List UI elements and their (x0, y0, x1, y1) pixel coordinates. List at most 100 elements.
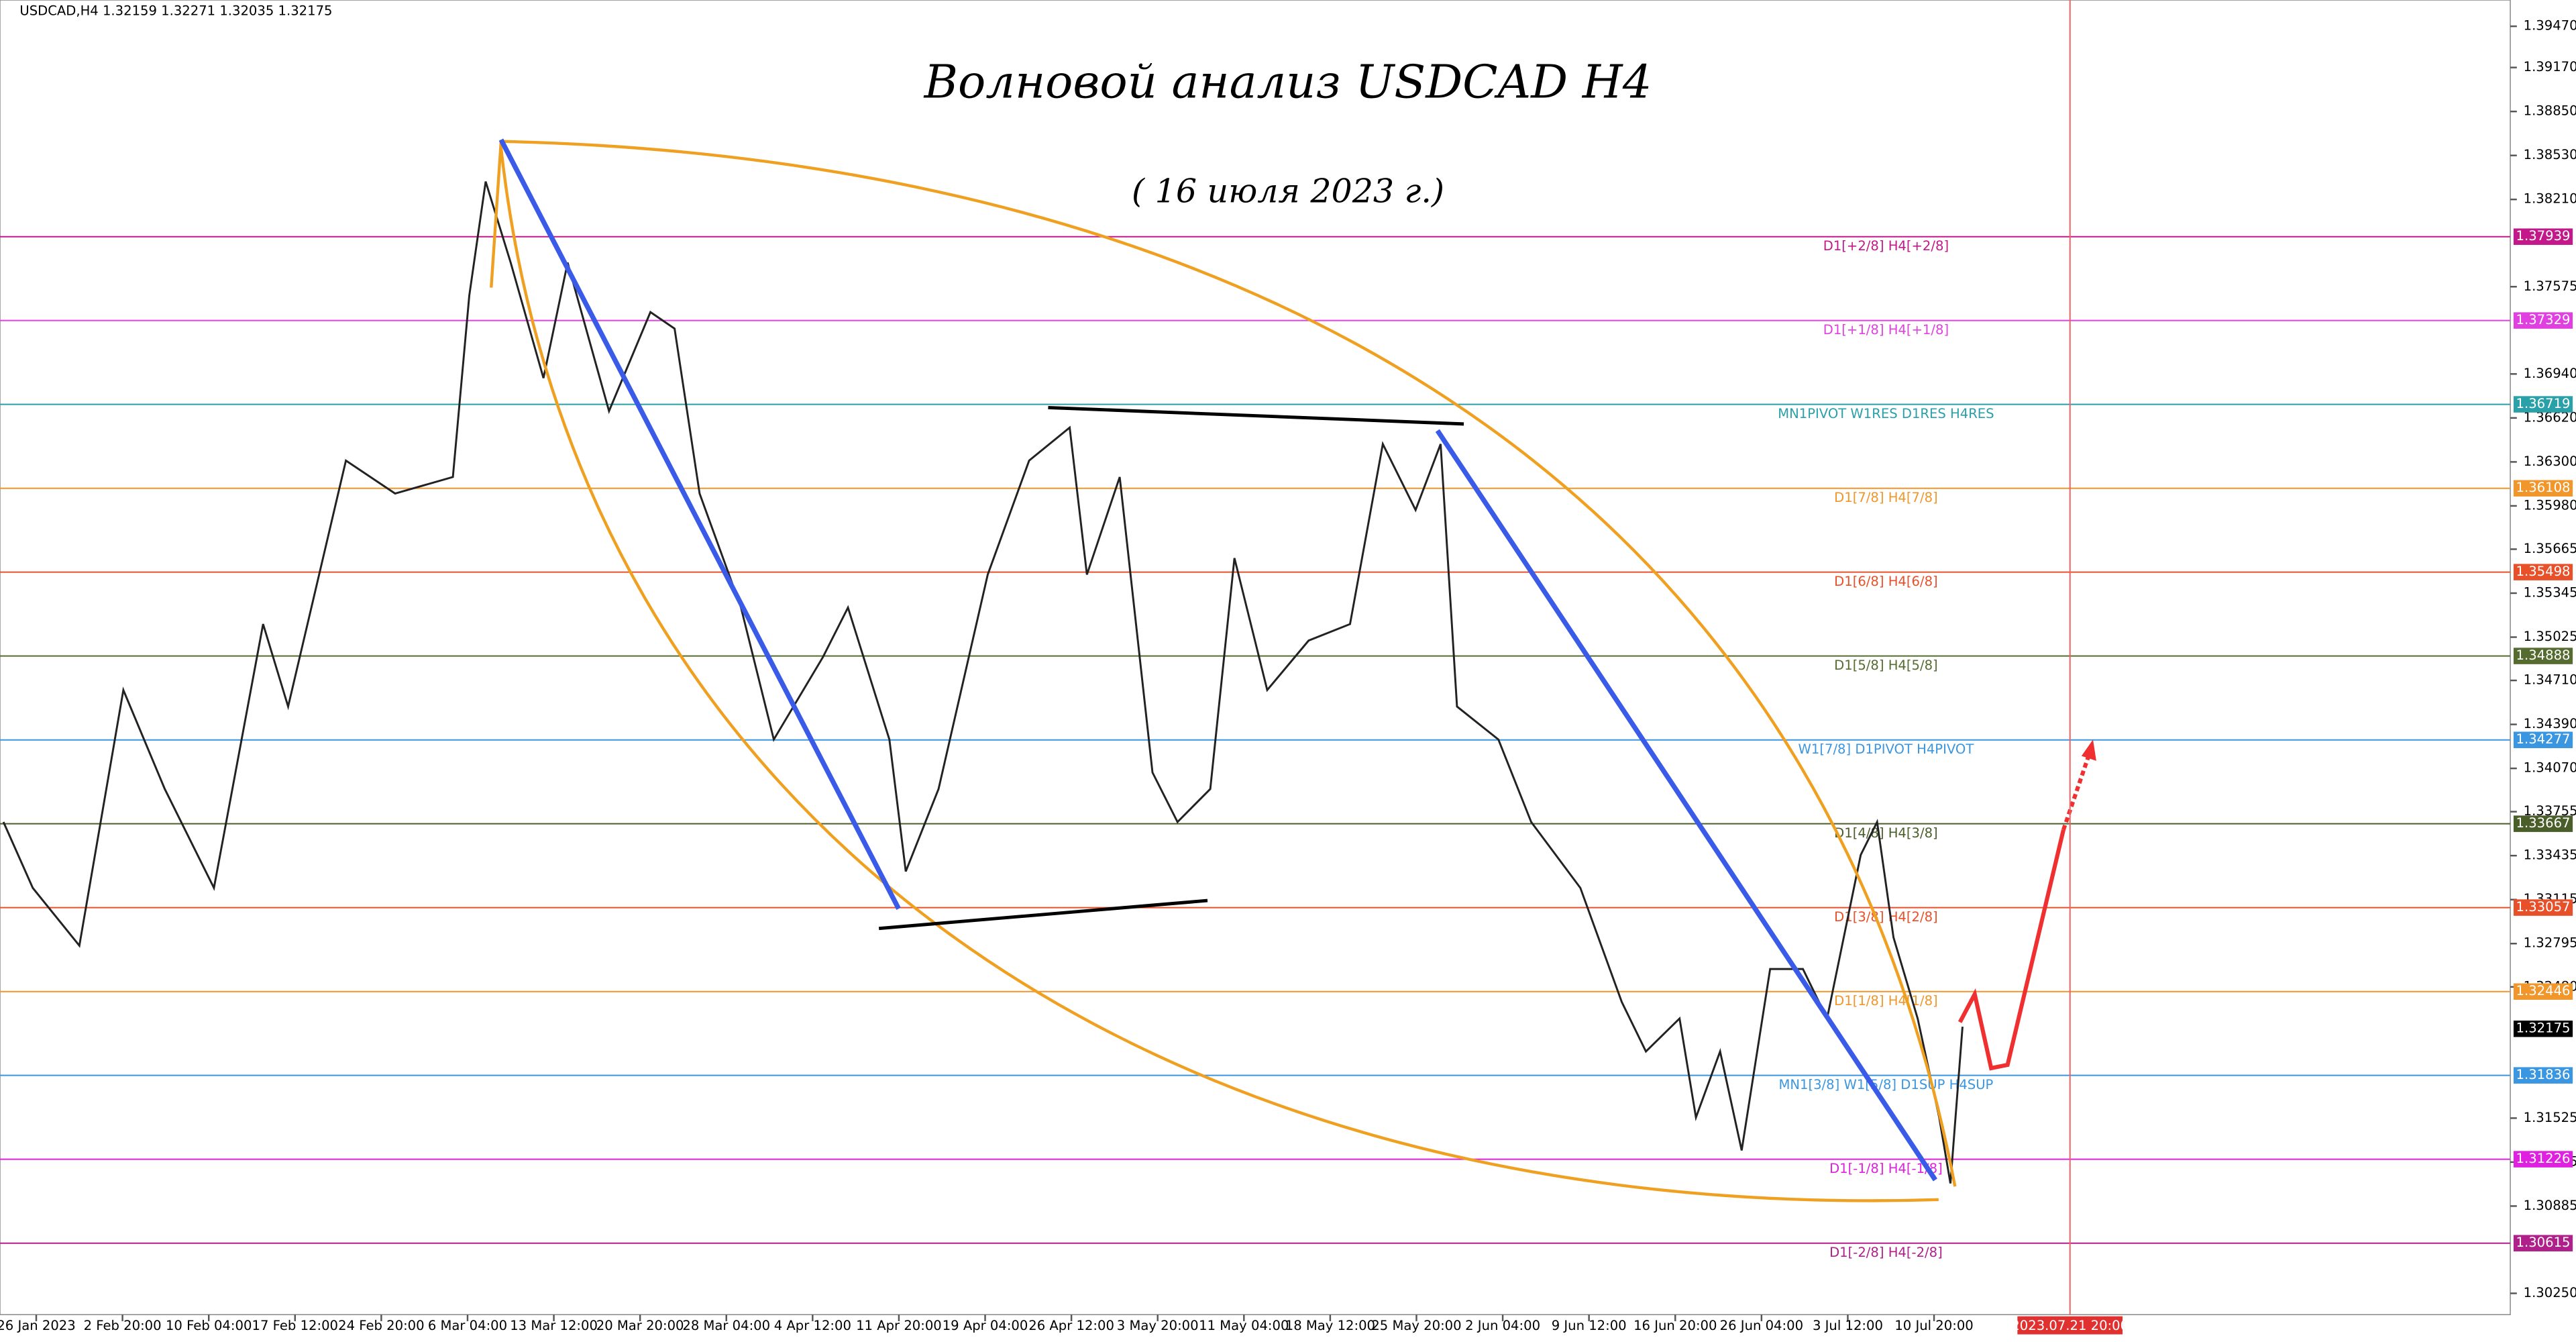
x-tick-label: 18 May 12:00 (1285, 1318, 1375, 1333)
level-price-box (2513, 815, 2573, 832)
x-tick-label: 10 Feb 04:00 (166, 1318, 252, 1333)
y-tick-label: 1.33435 (2524, 847, 2576, 863)
level-price-box (2513, 899, 2573, 916)
wave-arc (499, 148, 1939, 1202)
level-price-box (2513, 1151, 2573, 1168)
level-price-box (2513, 1067, 2573, 1084)
level-label: D1[+2/8] H4[+2/8] (1823, 238, 1949, 254)
x-tick-label: 20 Mar 20:00 (596, 1318, 684, 1333)
y-tick-label: 1.37575 (2524, 278, 2576, 294)
channel-line (1048, 405, 1464, 426)
y-tick-label: 1.30885 (2524, 1198, 2576, 1213)
x-tick-label: 16 Jun 20:00 (1633, 1318, 1717, 1333)
x-tick-label: 11 May 04:00 (1199, 1318, 1289, 1333)
level-label: MN1[3/8] W1[5/8] D1SUP H4SUP (1778, 1077, 1993, 1092)
level-price: 1.36108 (2516, 480, 2571, 495)
x-tick-label: 13 Mar 12:00 (510, 1318, 598, 1333)
level-label: D1[+1/8] H4[+1/8] (1823, 322, 1949, 338)
level-price-box (2513, 1235, 2573, 1251)
y-tick-label: 1.39470 (2524, 18, 2576, 34)
x-tick-label: 4 Apr 12:00 (774, 1318, 851, 1333)
level-price: 1.33057 (2516, 899, 2571, 915)
level-price-box (2513, 731, 2573, 748)
x-tick-label: 2 Feb 20:00 (84, 1318, 162, 1333)
y-tick-label: 1.30250 (2524, 1285, 2576, 1300)
x-tick-label: 28 Mar 04:00 (682, 1318, 770, 1333)
level-label: D1[6/8] H4[6/8] (1834, 574, 1938, 589)
y-tick-label: 1.39170 (2524, 59, 2576, 74)
arrow-head (2081, 739, 2096, 761)
level-price: 1.34888 (2516, 648, 2571, 663)
y-tick-label: 1.35665 (2524, 541, 2576, 556)
level-label: D1[4/8] H4[3/8] (1834, 825, 1938, 841)
y-tick-label: 1.38530 (2524, 147, 2576, 162)
y-tick-label: 1.36940 (2524, 366, 2576, 381)
x-tick-label: 24 Feb 20:00 (338, 1318, 424, 1333)
current-price-box (2513, 1020, 2573, 1037)
y-tick-label: 1.36620 (2524, 409, 2576, 425)
level-label: W1[7/8] D1PIVOT H4PIVOT (1799, 741, 1975, 757)
level-price: 1.31836 (2516, 1067, 2571, 1082)
level-price-box (2513, 648, 2573, 664)
y-tick-label: 1.35345 (2524, 584, 2576, 600)
level-price-box (2513, 396, 2573, 413)
price-line (2, 181, 1964, 1184)
level-price: 1.31226 (2516, 1151, 2571, 1166)
symbol-header: USDCAD,H4 1.32159 1.32271 1.32035 1.3217… (19, 3, 332, 19)
y-tick-label: 1.33755 (2524, 803, 2576, 819)
chart-title: Волновой анализ USDCAD H4 (923, 55, 1652, 109)
x-tick-label: 17 Feb 12:00 (252, 1318, 338, 1333)
trend-line (498, 138, 901, 911)
x-tick-label: 26 Jan 2023 (0, 1318, 76, 1333)
x-tick-label: 19 Apr 04:00 (943, 1318, 1028, 1333)
x-tick-label: 6 Mar 04:00 (428, 1318, 507, 1333)
level-price-box (2513, 312, 2573, 329)
level-price: 1.33667 (2516, 815, 2571, 831)
x-tick-label: 2 Jun 04:00 (1465, 1318, 1540, 1333)
level-price-box (2513, 228, 2573, 245)
level-price: 1.35498 (2516, 564, 2571, 579)
x-tick-label: 3 May 20:00 (1117, 1318, 1199, 1333)
level-price-box (2513, 983, 2573, 1000)
level-label: MN1PIVOT W1RES D1RES H4RES (1778, 406, 1994, 421)
y-tick-label: 1.31525 (2524, 1110, 2576, 1125)
level-price-box (2513, 564, 2573, 580)
y-tick-label: 1.38210 (2524, 191, 2576, 207)
x-tick-label: 11 Apr 20:00 (856, 1318, 942, 1333)
time-marker-box (2017, 1316, 2123, 1335)
level-price: 1.30615 (2516, 1235, 2571, 1250)
level-price: 1.36719 (2516, 396, 2571, 411)
y-tick-label: 1.34070 (2524, 760, 2576, 776)
forecast-arrow (2061, 752, 2092, 831)
x-tick-label: 25 May 20:00 (1371, 1318, 1461, 1333)
y-tick-label: 1.32795 (2524, 935, 2576, 951)
y-tick-label: 1.38850 (2524, 103, 2576, 119)
level-label: D1[1/8] H4[1/8] (1834, 993, 1938, 1009)
y-tick-label: 1.36300 (2524, 454, 2576, 469)
level-price: 1.37329 (2516, 312, 2571, 327)
time-marker-label: 2023.07.21 20:00 (2011, 1318, 2129, 1333)
level-label: D1[7/8] H4[7/8] (1834, 490, 1938, 505)
x-tick-label: 26 Apr 12:00 (1028, 1318, 1114, 1333)
level-label: D1[-2/8] H4[-2/8] (1829, 1245, 1943, 1260)
level-label: D1[5/8] H4[5/8] (1834, 658, 1938, 673)
x-tick-label: 3 Jul 12:00 (1813, 1318, 1883, 1333)
x-tick-label: 10 Jul 20:00 (1894, 1318, 1973, 1333)
level-price: 1.37939 (2516, 228, 2571, 244)
x-tick-label: 9 Jun 12:00 (1552, 1318, 1627, 1333)
chart-subtitle: ( 16 июля 2023 г.) (1132, 172, 1444, 211)
current-price: 1.32175 (2516, 1021, 2571, 1036)
forecast-arrow (1957, 829, 2065, 1071)
level-price-box (2513, 480, 2573, 497)
y-tick-label: 1.34710 (2524, 672, 2576, 688)
wave-arc (490, 140, 1957, 1187)
annotations (490, 0, 2096, 1315)
channel-line (878, 898, 1208, 931)
y-tick-label: 1.35025 (2524, 629, 2576, 644)
level-label: D1[3/8] H4[2/8] (1834, 909, 1938, 925)
y-tick-label: 1.35980 (2524, 497, 2576, 513)
x-tick-label: 26 Jun 04:00 (1720, 1318, 1803, 1333)
y-tick-label: 1.34390 (2524, 716, 2576, 731)
trend-line (1435, 429, 1937, 1182)
